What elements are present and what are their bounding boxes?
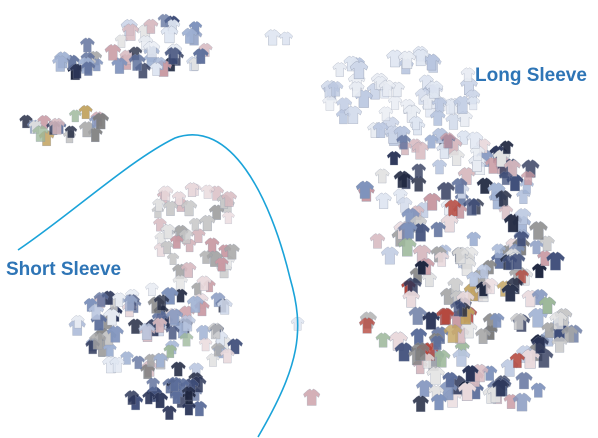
shirt-icon: [429, 221, 447, 238]
shirt-icon: [411, 394, 430, 413]
shirt-icon: [264, 28, 282, 46]
shirt-icon: [409, 327, 428, 346]
shirt-icon: [332, 61, 348, 78]
shirt-icon: [512, 392, 532, 412]
shirt-icon: [221, 210, 236, 225]
sleeve-boundary-curve: [17, 134, 299, 438]
shirt-icon: [411, 162, 427, 179]
shirt-icon: [144, 282, 159, 297]
shirt-icon: [440, 213, 460, 233]
shirt-icon: [279, 31, 294, 46]
shirt-icon: [302, 388, 321, 407]
shirt-icon: [514, 371, 534, 390]
shirt-icon: [204, 237, 220, 253]
shirt-icon: [466, 231, 482, 247]
shirt-icon: [79, 37, 96, 53]
shirt-icon: [375, 192, 393, 210]
shirt-icon: [374, 168, 390, 184]
shirt-icon: [191, 400, 208, 417]
shirt-icon: [431, 158, 448, 175]
shirt-icon: [166, 252, 180, 266]
shirt-icon: [375, 332, 392, 348]
shirt-icon: [386, 150, 402, 166]
short-sleeve-label: Short Sleeve: [6, 259, 122, 280]
shirt-icon: [451, 348, 471, 368]
shirt-icon: [170, 360, 187, 377]
shirt-icon: [78, 104, 94, 120]
shirt-icon: [369, 232, 386, 250]
shirt-icon: [380, 246, 400, 265]
shirt-icon: [387, 95, 403, 111]
long-sleeve-label: Long Sleeve: [475, 65, 587, 86]
shirt-icon: [530, 382, 547, 399]
